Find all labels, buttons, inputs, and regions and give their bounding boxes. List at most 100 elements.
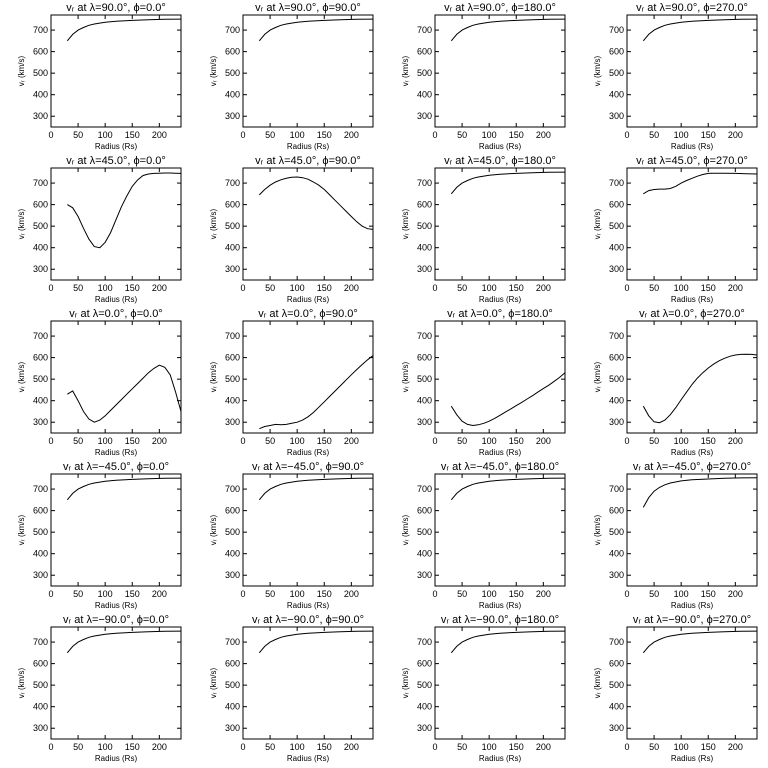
x-tick-label: 100 — [674, 130, 689, 140]
plot-frame — [626, 626, 758, 740]
y-tick-label: 400 — [417, 549, 432, 559]
x-tick-label: 100 — [482, 436, 497, 446]
series-line — [258, 630, 374, 654]
x-tick-label: 50 — [649, 436, 659, 446]
x-axis-label: Radius (Rs) — [287, 295, 330, 304]
x-tick-label: 50 — [73, 742, 83, 752]
series-line — [258, 18, 374, 42]
y-tick-label: 400 — [417, 702, 432, 712]
x-tick-label: 150 — [509, 436, 524, 446]
x-tick-label: 200 — [152, 589, 167, 599]
x-tick-label: 100 — [98, 436, 113, 446]
y-axis-label: vᵣ (km/s) — [17, 208, 26, 239]
panel-title: vᵣ at λ=−45.0°, ϕ=90.0° — [252, 461, 364, 473]
plot-frame — [242, 626, 374, 740]
x-tick-label: 0 — [432, 130, 437, 140]
x-tick-label: 150 — [317, 436, 332, 446]
y-tick-label: 500 — [225, 374, 240, 384]
panel-title: vᵣ at λ=−90.0°, ϕ=0.0° — [63, 614, 169, 626]
y-tick-label: 600 — [225, 659, 240, 669]
y-tick-label: 600 — [225, 353, 240, 363]
y-tick-label: 500 — [609, 68, 624, 78]
x-tick-label: 150 — [509, 589, 524, 599]
y-tick-label: 300 — [417, 111, 432, 121]
y-tick-label: 300 — [225, 570, 240, 580]
y-axis-label: vᵣ (km/s) — [593, 55, 602, 86]
x-tick-label: 200 — [728, 589, 743, 599]
y-tick-label: 300 — [417, 417, 432, 427]
series-line — [450, 18, 566, 42]
x-tick-label: 150 — [317, 589, 332, 599]
y-tick-label: 700 — [609, 484, 624, 494]
x-tick-label: 200 — [728, 742, 743, 752]
y-tick-label: 600 — [33, 506, 48, 516]
x-tick-label: 50 — [265, 130, 275, 140]
panel-5: vᵣ at λ=45.0°, ϕ=0.0° 0 50 100 150 200 300 400 5… — [17, 155, 182, 304]
y-tick-label: 700 — [609, 25, 624, 35]
y-axis-label: vᵣ (km/s) — [17, 514, 26, 545]
y-tick-label: 700 — [33, 25, 48, 35]
panel-title: vᵣ at λ=90.0°, ϕ=180.0° — [444, 2, 556, 14]
x-tick-label: 50 — [265, 589, 275, 599]
y-tick-label: 700 — [417, 331, 432, 341]
y-tick-label: 600 — [33, 47, 48, 57]
y-tick-label: 500 — [33, 68, 48, 78]
plot-frame — [434, 167, 566, 281]
plot-frame — [626, 320, 758, 434]
y-axis-label: vᵣ (km/s) — [401, 514, 410, 545]
series-line — [66, 630, 182, 654]
y-tick-label: 600 — [417, 200, 432, 210]
y-tick-label: 400 — [609, 396, 624, 406]
y-axis-label: vᵣ (km/s) — [17, 667, 26, 698]
y-tick-label: 400 — [225, 549, 240, 559]
x-tick-label: 50 — [649, 283, 659, 293]
x-tick-label: 100 — [98, 589, 113, 599]
y-tick-label: 700 — [609, 331, 624, 341]
panel-20: vᵣ at λ=−90.0°, ϕ=270.0° 0 50 100 150 200 300 4… — [593, 614, 758, 763]
x-tick-label: 0 — [48, 742, 53, 752]
series-line — [66, 18, 182, 42]
panel-1: vᵣ at λ=90.0°, ϕ=0.0° 0 50 100 150 200 300 400 5… — [17, 2, 182, 151]
y-tick-label: 500 — [225, 68, 240, 78]
x-tick-label: 150 — [509, 283, 524, 293]
plot-frame — [50, 626, 182, 740]
plot-frame — [242, 14, 374, 128]
x-tick-label: 100 — [674, 742, 689, 752]
x-tick-label: 0 — [624, 742, 629, 752]
panel-title: vᵣ at λ=−45.0°, ϕ=0.0° — [63, 461, 169, 473]
series-line — [450, 372, 566, 427]
y-tick-label: 700 — [33, 178, 48, 188]
x-tick-label: 150 — [317, 283, 332, 293]
x-tick-label: 0 — [240, 589, 245, 599]
x-tick-label: 100 — [290, 283, 305, 293]
y-tick-label: 600 — [225, 47, 240, 57]
x-axis-label: Radius (Rs) — [95, 601, 138, 610]
y-tick-label: 300 — [33, 111, 48, 121]
panel-title: vᵣ at λ=90.0°, ϕ=90.0° — [255, 2, 361, 14]
y-tick-label: 400 — [225, 702, 240, 712]
x-axis-label: Radius (Rs) — [671, 754, 714, 763]
y-axis-label: vᵣ (km/s) — [17, 361, 26, 392]
y-tick-label: 500 — [609, 374, 624, 384]
y-tick-label: 600 — [33, 353, 48, 363]
y-tick-label: 400 — [417, 396, 432, 406]
x-tick-label: 200 — [344, 742, 359, 752]
panel-8: vᵣ at λ=45.0°, ϕ=270.0° 0 50 100 150 200 300 40… — [593, 155, 758, 304]
x-tick-label: 100 — [482, 283, 497, 293]
y-tick-label: 500 — [417, 68, 432, 78]
y-tick-label: 500 — [417, 221, 432, 231]
plot-frame — [434, 14, 566, 128]
y-tick-label: 400 — [609, 243, 624, 253]
x-tick-label: 50 — [265, 742, 275, 752]
y-tick-label: 600 — [609, 506, 624, 516]
series-line — [642, 477, 758, 508]
y-tick-label: 600 — [33, 200, 48, 210]
panel-14: vᵣ at λ=−45.0°, ϕ=90.0° 0 50 100 150 200 300 40… — [209, 461, 374, 610]
y-tick-label: 500 — [417, 527, 432, 537]
x-tick-label: 50 — [265, 283, 275, 293]
y-tick-label: 500 — [225, 221, 240, 231]
panel-11: vᵣ at λ=0.0°, ϕ=180.0° 0 50 100 150 200 300 400… — [401, 308, 566, 457]
y-axis-label: vᵣ (km/s) — [593, 361, 602, 392]
x-tick-label: 150 — [701, 742, 716, 752]
x-axis-label: Radius (Rs) — [479, 601, 522, 610]
